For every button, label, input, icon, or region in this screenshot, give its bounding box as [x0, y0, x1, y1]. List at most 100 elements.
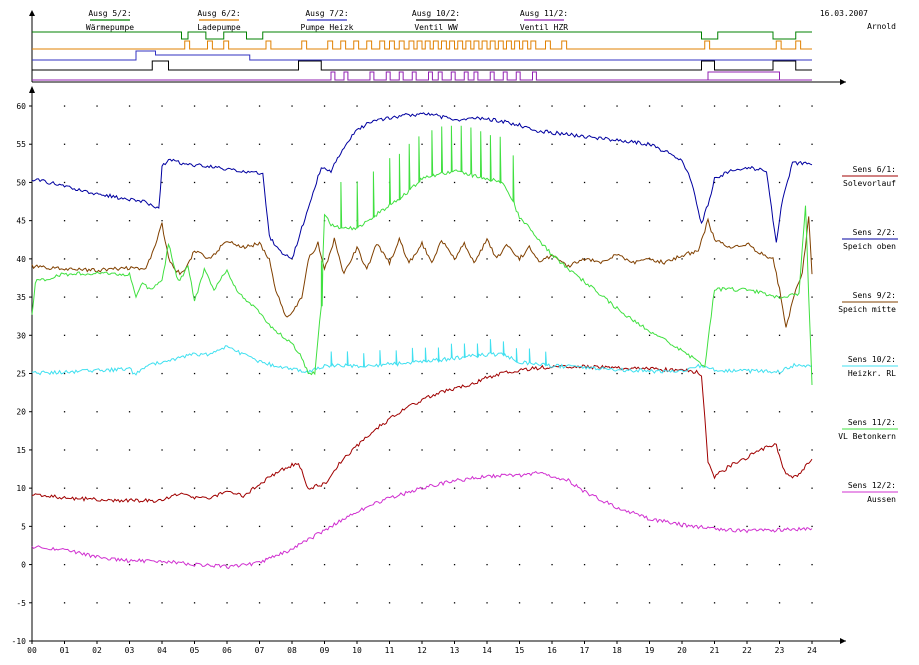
grid-dot — [161, 334, 163, 336]
grid-dot — [291, 563, 293, 566]
grid-dot — [486, 220, 488, 222]
grid-dot — [616, 411, 618, 413]
grid-dot — [96, 334, 98, 336]
grid-dot — [778, 449, 781, 451]
grid-dot — [388, 220, 391, 222]
grid-dot — [583, 449, 586, 451]
grid-dot — [96, 602, 98, 604]
grid-dot — [193, 449, 196, 451]
grid-dot — [128, 525, 131, 528]
x-tick-label: 15 — [515, 646, 525, 655]
timing-axis-arrow-up — [29, 10, 35, 16]
timing-trace-ausg5 — [32, 31, 812, 40]
grid-dot — [323, 487, 326, 489]
grid-dot — [258, 563, 261, 566]
timing-trace-ausg11 — [32, 71, 812, 81]
x-tick-label: 24 — [807, 646, 817, 655]
grid-dot — [226, 334, 228, 336]
grid-dot — [193, 563, 196, 566]
grid-dot — [356, 372, 358, 375]
legend-sublabel: Speich oben — [843, 242, 896, 251]
x-tick-label: 16 — [547, 646, 557, 655]
grid-dot — [421, 220, 423, 222]
grid-dot — [453, 181, 456, 184]
x-tick-label: 18 — [612, 646, 622, 655]
grid-dot — [453, 563, 456, 566]
grid-dot — [96, 105, 98, 107]
grid-dot — [518, 143, 521, 145]
grid-dot — [811, 258, 813, 260]
y-tick-label: 25 — [16, 370, 26, 379]
grid-dot — [713, 105, 716, 107]
grid-dot — [453, 372, 456, 375]
grid-dot — [746, 181, 748, 184]
grid-dot — [128, 411, 131, 413]
grid-dot — [96, 411, 98, 413]
timing-label: Ausg 5/2: — [88, 9, 131, 18]
legend-sublabel: Aussen — [867, 495, 896, 504]
grid-dot — [96, 181, 98, 184]
x-tick-label: 06 — [222, 646, 232, 655]
header-date: 16.03.2007 — [820, 9, 868, 18]
x-tick-label: 11 — [385, 646, 395, 655]
grid-dot — [226, 563, 228, 566]
grid-dot — [421, 143, 423, 145]
grid-dot — [648, 602, 651, 604]
grid-dot — [161, 181, 163, 184]
grid-dot — [96, 487, 98, 489]
grid-dot — [583, 411, 586, 413]
grid-dot — [356, 411, 358, 413]
grid-dot — [63, 449, 66, 451]
grid-dot — [616, 143, 618, 145]
legend-sublabel: Solevorlauf — [843, 179, 896, 188]
grid-dot — [258, 487, 261, 489]
legend-sublabel: Heizkr. RL — [848, 369, 896, 378]
grid-dot — [583, 220, 586, 222]
grid-dot — [96, 372, 98, 375]
grid-dot — [811, 602, 813, 604]
grid-dot — [96, 525, 98, 528]
grid-dot — [421, 296, 423, 298]
grid-dot — [226, 525, 228, 528]
grid-dot — [258, 372, 261, 375]
grid-dot — [746, 105, 748, 107]
grid-dot — [778, 105, 781, 107]
grid-dot — [258, 143, 261, 145]
grid-dot — [421, 487, 423, 489]
grid-dot — [486, 372, 488, 375]
grid-dot — [811, 296, 813, 298]
y-tick-label: 35 — [16, 293, 26, 302]
grid-dot — [713, 487, 716, 489]
x-tick-label: 03 — [125, 646, 135, 655]
grid-dot — [713, 334, 716, 336]
timing-sublabel: Ventil WW — [414, 23, 458, 32]
grid-dot — [583, 563, 586, 566]
grid-dot — [778, 334, 781, 336]
grid-dot — [551, 525, 553, 528]
grid-dot — [323, 334, 326, 336]
grid-dot — [258, 220, 261, 222]
y-tick-label: -10 — [12, 637, 27, 646]
grid-dot — [63, 220, 66, 222]
grid-dot — [323, 449, 326, 451]
grid-dot — [63, 334, 66, 336]
grid-dot — [453, 449, 456, 451]
grid-dot — [486, 449, 488, 451]
legend-name: Sens 6/1: — [853, 165, 896, 174]
grid-dot — [226, 296, 228, 298]
grid-dot — [356, 334, 358, 336]
grid-dot — [518, 296, 521, 298]
grid-dot — [616, 181, 618, 184]
x-tick-label: 12 — [417, 646, 427, 655]
grid-dot — [258, 525, 261, 528]
grid-dot — [421, 563, 423, 566]
grid-dot — [681, 296, 683, 298]
y-axis: -10 -5 0 5 10 15 20 25 30 35 40 45 50 55 60 — [12, 86, 35, 646]
grid-dot — [486, 258, 488, 260]
grid-dot — [128, 143, 131, 145]
grid-dot — [63, 525, 66, 528]
grid-dot — [421, 105, 423, 107]
grid-dot — [161, 411, 163, 413]
grid-dot — [226, 487, 228, 489]
legend-name: Sens 11/2: — [848, 418, 896, 427]
